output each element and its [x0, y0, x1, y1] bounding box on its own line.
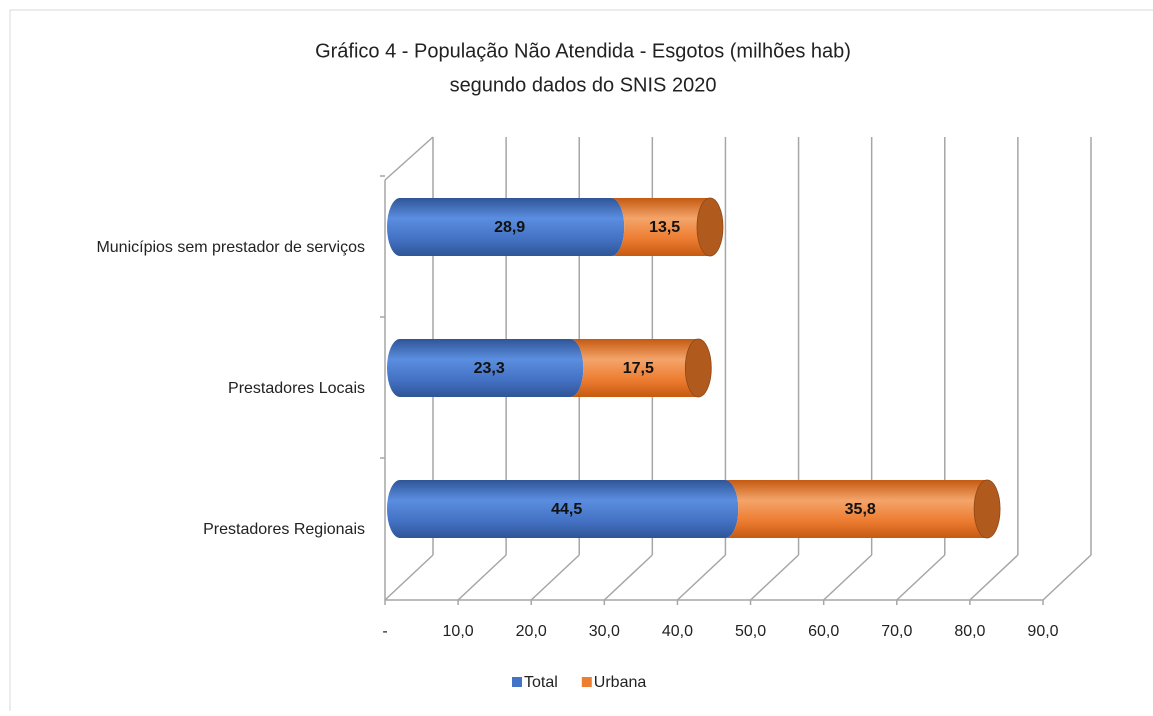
bar-cap: [973, 479, 1001, 539]
bar: [387, 198, 625, 256]
bar: [387, 480, 739, 538]
floor-grid-line: [750, 554, 800, 601]
chart-title: Gráfico 4 - População Não Atendida - Esg…: [315, 40, 851, 62]
bar: [387, 339, 584, 397]
left-wall: [380, 136, 434, 600]
floor-grid-line: [823, 554, 873, 601]
bar-cap: [696, 197, 724, 257]
x-tick-label: 30,0: [589, 623, 620, 640]
floor-grid-line: [676, 554, 726, 601]
floor-grid-line: [896, 554, 946, 601]
x-tick-label: 10,0: [443, 623, 474, 640]
y-tick-label: Prestadores Regionais: [203, 521, 365, 538]
x-tick-label: 70,0: [881, 623, 912, 640]
x-tick-label: -: [382, 623, 387, 640]
floor-grid-line: [530, 554, 580, 601]
y-tick-label: Prestadores Locais: [228, 380, 365, 397]
floor-grid-line: [384, 554, 434, 601]
y-tick-label: Municípios sem prestador de serviços: [96, 239, 365, 256]
value-label: 35,8: [845, 501, 876, 518]
x-tick-label: 80,0: [954, 623, 985, 640]
x-tick-label: 90,0: [1027, 623, 1058, 640]
x-tick-label: 60,0: [808, 623, 839, 640]
bar-cap: [684, 338, 712, 398]
value-label: 28,9: [494, 219, 525, 236]
value-label: 13,5: [649, 219, 680, 236]
floor-grid-line: [603, 554, 653, 601]
x-tick-label: 40,0: [662, 623, 693, 640]
x-tick-label: 50,0: [735, 623, 766, 640]
floor-grid-line: [969, 554, 1019, 601]
legend-label: Total: [524, 674, 558, 691]
wall-edge: [384, 136, 434, 181]
chart-subtitle: segundo dados do SNIS 2020: [450, 74, 717, 96]
legend-swatch: [512, 677, 522, 687]
chart-border: [9, 9, 1153, 716]
floor-grid-line: [457, 554, 507, 601]
floor-grid-line: [1042, 554, 1092, 601]
bar: [611, 198, 723, 256]
legend-label: Urbana: [594, 674, 647, 691]
bar: [725, 480, 1001, 538]
bar: [570, 339, 712, 397]
legend-swatch: [581, 677, 592, 687]
value-label: 23,3: [474, 360, 505, 377]
value-label: 17,5: [623, 360, 654, 377]
value-label: 44,5: [551, 501, 582, 518]
x-tick-label: 20,0: [516, 623, 547, 640]
